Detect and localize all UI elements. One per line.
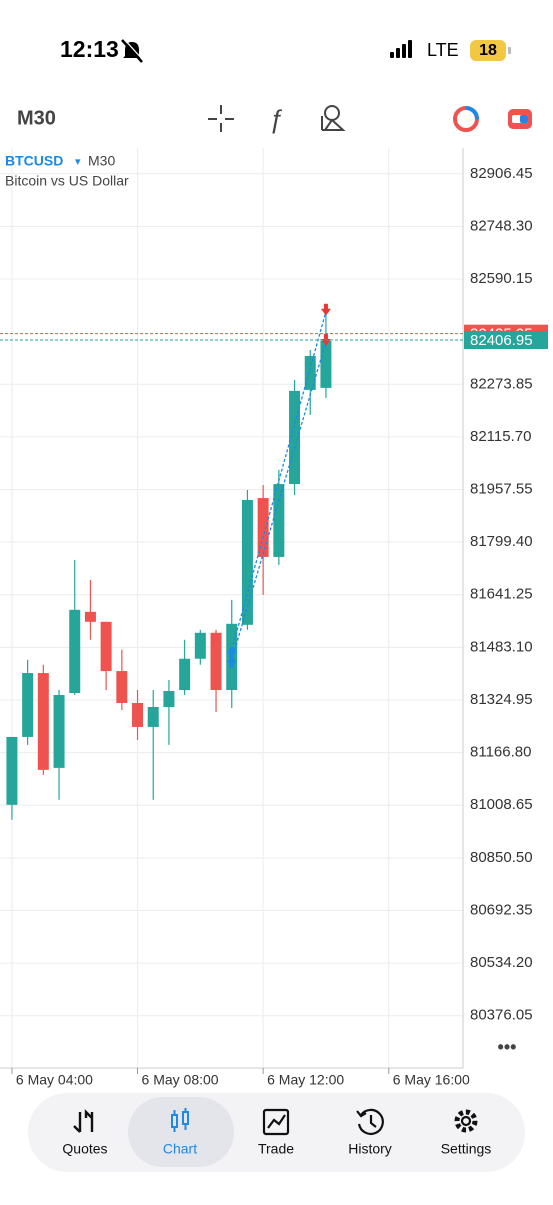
symbol-dropdown[interactable]: ▾: [75, 156, 81, 168]
trade-link: [231, 311, 327, 650]
candle-body: [6, 736, 18, 805]
candle-body: [273, 484, 285, 557]
chart-timeframe: M30: [88, 153, 115, 169]
network-label: LTE: [427, 40, 459, 60]
one-click-button[interactable]: [508, 109, 532, 129]
y-tick-label: 81957.55: [470, 481, 533, 498]
buy-marker: [226, 645, 237, 658]
y-tick-label: 82273.85: [470, 375, 533, 392]
trade-icon: [262, 1108, 290, 1136]
trade-button[interactable]: [453, 106, 479, 132]
y-tick-label: 80534.20: [470, 954, 533, 971]
grid: [0, 148, 463, 1068]
candle-body: [22, 673, 34, 737]
y-tick-label: 82906.45: [470, 165, 533, 182]
candle-body: [163, 691, 175, 707]
candle-body: [69, 609, 81, 694]
indicators-button[interactable]: ƒ: [269, 104, 283, 134]
status-time: 12:13: [60, 36, 119, 62]
bid-label-box: [464, 331, 548, 350]
candle-body: [116, 671, 128, 703]
candle-body: [304, 355, 316, 390]
candle-body: [37, 673, 49, 770]
candle-body: [84, 611, 96, 622]
mute-icon: [121, 38, 145, 63]
tab-label[interactable]: Trade: [258, 1141, 294, 1157]
y-tick-label: 82115.70: [470, 428, 531, 445]
quotes-icon: [73, 1109, 94, 1133]
candle-body: [320, 340, 332, 388]
candle-body: [289, 390, 301, 485]
candle-body: [132, 702, 144, 727]
tab-label[interactable]: History: [348, 1141, 392, 1157]
battery: [470, 40, 506, 61]
candle-body: [147, 706, 159, 727]
x-tick-label: 6 May 08:00: [142, 1072, 219, 1088]
y-tick-label: 81641.25: [470, 586, 533, 603]
trade-link: [231, 341, 327, 660]
candle-body: [53, 695, 65, 768]
y-tick-label: 81324.95: [470, 691, 533, 708]
y-tick-label: 81166.80: [470, 744, 531, 761]
buy-marker: [226, 655, 237, 668]
history-icon: [356, 1108, 384, 1135]
chart-icon: [171, 1108, 189, 1132]
timeframe-button[interactable]: M30: [17, 107, 56, 129]
battery-tip: [508, 47, 511, 54]
y-tick-label: 81799.40: [470, 533, 533, 550]
battery-level: 18: [479, 42, 497, 59]
tab-label[interactable]: Chart: [163, 1141, 197, 1157]
y-tick-label: 80850.50: [470, 849, 533, 866]
more-button[interactable]: •••: [498, 1037, 517, 1057]
active-tab-highlight: [128, 1097, 234, 1167]
y-tick-label: 81483.10: [470, 638, 533, 655]
tab-label[interactable]: Quotes: [62, 1141, 107, 1157]
tab-label[interactable]: Settings: [441, 1141, 492, 1157]
symbol-description: Bitcoin vs US Dollar: [5, 173, 129, 189]
candle-body: [210, 632, 222, 691]
candle-body: [241, 500, 253, 625]
settings-icon: [454, 1109, 478, 1133]
x-tick-label: 6 May 12:00: [267, 1072, 344, 1088]
crosshair-button[interactable]: [208, 105, 234, 132]
candle-body: [100, 621, 112, 672]
objects-button[interactable]: [321, 105, 346, 131]
sell-marker: [320, 303, 331, 316]
y-tick-label: 80692.35: [470, 901, 533, 918]
x-tick-label: 6 May 16:00: [393, 1072, 470, 1088]
candle-body: [194, 632, 206, 659]
candle-body: [257, 498, 269, 557]
y-tick-label: 82748.30: [470, 217, 533, 234]
tab-bar: [28, 1093, 525, 1172]
x-tick-label: 6 May 04:00: [16, 1072, 93, 1088]
symbol[interactable]: BTCUSD: [5, 153, 63, 169]
signal-icon: [390, 40, 412, 58]
bid-label: 82406.95: [470, 332, 533, 349]
candle-body: [179, 658, 191, 691]
plot-area: [0, 303, 463, 820]
y-tick-label: 82590.15: [470, 270, 533, 287]
y-tick-label: 81008.65: [470, 796, 533, 813]
y-tick-label: 80376.05: [470, 1007, 533, 1024]
